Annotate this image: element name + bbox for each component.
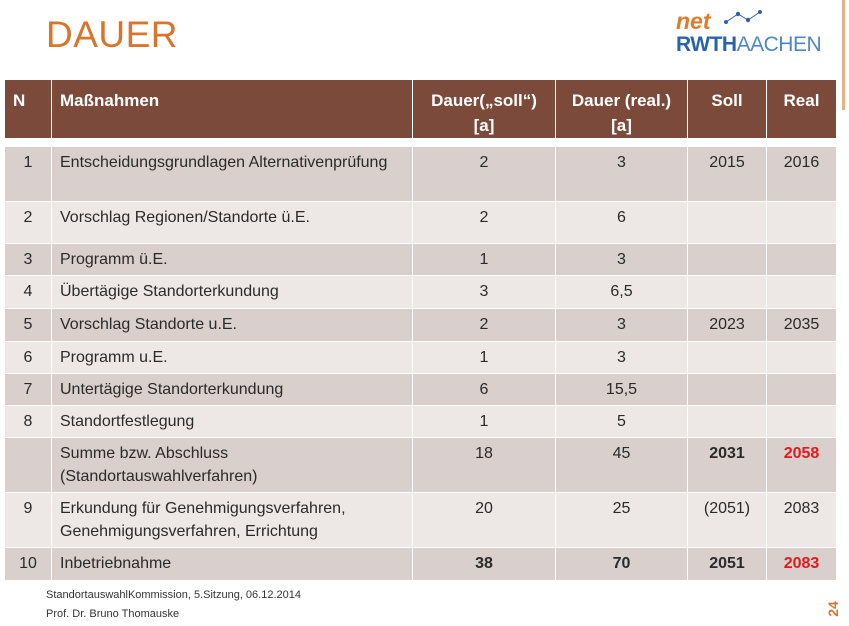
cell-dauer-real: 3 — [556, 243, 688, 275]
table-row: 7 Untertägige Standorterkundung 6 15,5 — [5, 373, 836, 405]
decorative-stripe — [842, 0, 845, 110]
network-dots-icon — [724, 10, 762, 24]
cell-dauer-real: 3 — [556, 341, 688, 373]
table-row: 5 Vorschlag Standorte u.E. 2 3 2023 2035 — [5, 308, 836, 341]
cell-n: 1 — [5, 146, 52, 201]
cell-soll — [688, 373, 767, 405]
cell-dauer-soll: 1 — [413, 243, 556, 275]
logo-net-text: net — [676, 8, 711, 34]
table-row-total: 10 Inbetriebnahme 38 70 2051 2083 — [5, 547, 836, 580]
cell-dauer-real: 15,5 — [556, 373, 688, 405]
cell-real: 2083 — [767, 547, 836, 580]
page-number: 24 — [825, 601, 841, 617]
cell-massnahme: Vorschlag Regionen/Standorte ü.E. — [52, 201, 413, 243]
cell-n: 7 — [5, 373, 52, 405]
duration-table: N Maßnahmen Dauer(„soll“) [a] Dauer (rea… — [5, 80, 836, 580]
cell-massnahme: Summe bzw. Abschluss (Standortauswahlver… — [52, 437, 413, 492]
cell-real — [767, 373, 836, 405]
cell-dauer-soll: 38 — [413, 547, 556, 580]
cell-dauer-soll: 2 — [413, 308, 556, 341]
table-row: 1 Entscheidungsgrundlagen Alternativenpr… — [5, 146, 836, 201]
header-dauer-soll: Dauer(„soll“) [a] — [413, 80, 556, 138]
cell-n: 8 — [5, 405, 52, 437]
cell-dauer-soll: 2 — [413, 146, 556, 201]
cell-n: 3 — [5, 243, 52, 275]
cell-dauer-soll: 1 — [413, 405, 556, 437]
cell-n: 9 — [5, 492, 52, 547]
table-row: 4 Übertägige Standorterkundung 3 6,5 — [5, 275, 836, 308]
cell-soll: 2023 — [688, 308, 767, 341]
cell-real: 2058 — [767, 437, 836, 492]
cell-real: 2035 — [767, 308, 836, 341]
cell-dauer-real: 45 — [556, 437, 688, 492]
cell-massnahme: Übertägige Standorterkundung — [52, 275, 413, 308]
cell-massnahme: Erkundung für Genehmigungsverfahren, Gen… — [52, 492, 413, 547]
cell-dauer-soll: 18 — [413, 437, 556, 492]
cell-soll — [688, 405, 767, 437]
header-soll: Soll — [688, 80, 767, 138]
cell-dauer-real: 6,5 — [556, 275, 688, 308]
header-n: N — [5, 80, 52, 138]
cell-real: 2083 — [767, 492, 836, 547]
table-row: 3 Programm ü.E. 1 3 — [5, 243, 836, 275]
cell-massnahme: Entscheidungsgrundlagen Alternativenprüf… — [52, 146, 413, 201]
table-row: 6 Programm u.E. 1 3 — [5, 341, 836, 373]
cell-dauer-real: 3 — [556, 308, 688, 341]
header-dauer-real: Dauer (real.) [a] — [556, 80, 688, 138]
cell-massnahme: Vorschlag Standorte u.E. — [52, 308, 413, 341]
cell-real — [767, 341, 836, 373]
cell-soll: (2051) — [688, 492, 767, 547]
cell-dauer-soll: 20 — [413, 492, 556, 547]
cell-dauer-soll: 1 — [413, 341, 556, 373]
footer-author: Prof. Dr. Bruno Thomauske — [46, 608, 180, 620]
cell-dauer-soll: 2 — [413, 201, 556, 243]
footer-commission: StandortauswahlKommission, 5.Sitzung, 06… — [46, 589, 301, 601]
cell-soll: 2015 — [688, 146, 767, 201]
table-row: 9 Erkundung für Genehmigungsverfahren, G… — [5, 492, 836, 547]
cell-n: 2 — [5, 201, 52, 243]
cell-massnahme: Standortfestlegung — [52, 405, 413, 437]
cell-n — [5, 437, 52, 492]
cell-n: 6 — [5, 341, 52, 373]
cell-dauer-real: 5 — [556, 405, 688, 437]
cell-n: 4 — [5, 275, 52, 308]
net-rwth-aachen-logo: net RWTHAACHEN — [672, 8, 822, 58]
header-real: Real — [767, 80, 836, 138]
cell-massnahme: Inbetriebnahme — [52, 547, 413, 580]
cell-dauer-soll: 3 — [413, 275, 556, 308]
cell-massnahme: Programm ü.E. — [52, 243, 413, 275]
cell-massnahme: Untertägige Standorterkundung — [52, 373, 413, 405]
cell-n: 10 — [5, 547, 52, 580]
cell-dauer-soll: 6 — [413, 373, 556, 405]
cell-dauer-real: 3 — [556, 146, 688, 201]
slide-title: DAUER — [46, 14, 179, 55]
cell-soll — [688, 341, 767, 373]
table-row: 8 Standortfestlegung 1 5 — [5, 405, 836, 437]
table-header-row: N Maßnahmen Dauer(„soll“) [a] Dauer (rea… — [5, 80, 836, 138]
cell-real: 2016 — [767, 146, 836, 201]
cell-soll: 2031 — [688, 437, 767, 492]
table-row: 2 Vorschlag Regionen/Standorte ü.E. 2 6 — [5, 201, 836, 243]
cell-massnahme: Programm u.E. — [52, 341, 413, 373]
cell-soll: 2051 — [688, 547, 767, 580]
cell-real — [767, 201, 836, 243]
cell-real — [767, 275, 836, 308]
cell-soll — [688, 243, 767, 275]
cell-n: 5 — [5, 308, 52, 341]
header-massnahmen: Maßnahmen — [52, 80, 413, 138]
cell-soll — [688, 201, 767, 243]
cell-dauer-real: 6 — [556, 201, 688, 243]
table-row-summary: Summe bzw. Abschluss (Standortauswahlver… — [5, 437, 836, 492]
logo-rwth-text: RWTHAACHEN — [676, 33, 822, 56]
cell-dauer-real: 70 — [556, 547, 688, 580]
cell-real — [767, 243, 836, 275]
cell-dauer-real: 25 — [556, 492, 688, 547]
cell-real — [767, 405, 836, 437]
cell-soll — [688, 275, 767, 308]
